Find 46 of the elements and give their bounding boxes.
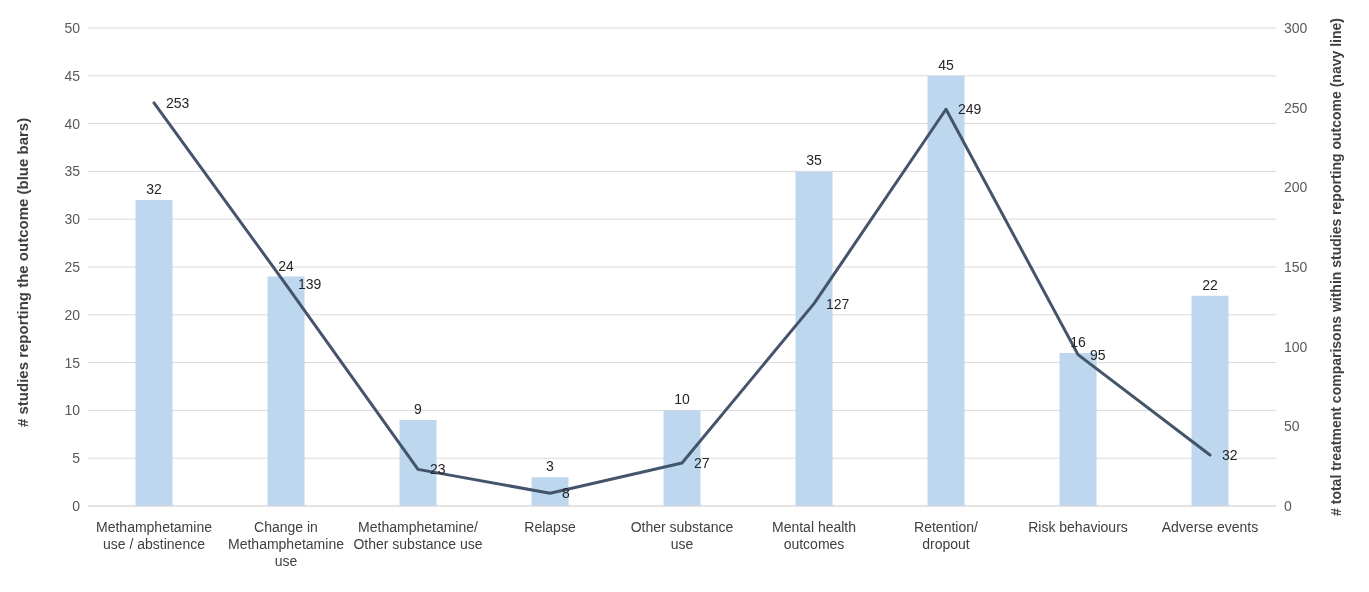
x-tick-label: Risk behaviours [1028,519,1128,535]
y2-tick-label: 250 [1284,99,1308,116]
data-label: 27 [694,454,710,471]
data-label: 253 [166,94,190,111]
data-label: 3 [546,458,555,475]
data-label: 35 [806,152,823,169]
x-tick-label: Retention/ dropout [914,519,979,552]
y-tick-label: 20 [64,306,81,323]
x-tick-label: Adverse events [1161,519,1259,535]
y2-tick-label: 50 [1284,418,1300,435]
data-label: 95 [1090,346,1106,363]
data-label: 45 [938,56,955,73]
data-label: 32 [1222,446,1238,463]
data-label: 9 [414,400,423,417]
y-tick-label: 0 [72,497,81,514]
data-label: 24 [278,257,295,274]
x-tick-label: Other substance use [630,519,734,552]
x-tick-label: Change in Methamphetamine use [228,519,345,569]
y2-tick-label: 300 [1284,19,1308,36]
data-label: 10 [674,391,691,408]
y2-tick-label: 100 [1284,338,1308,355]
y-tick-label: 10 [64,402,81,419]
y2-tick-label: 0 [1284,497,1292,514]
y-tick-label: 35 [64,163,81,180]
y-tick-label: 45 [64,67,81,84]
y-tick-label: 50 [64,19,81,36]
y-tick-label: 15 [64,354,81,371]
data-label: 127 [826,295,850,312]
x-tick-label: Relapse [524,519,576,535]
bar [135,200,173,506]
y2-tick-label: 200 [1284,179,1308,196]
y-axis-title: # studies reporting the outcome (blue bars) [14,117,32,427]
data-label: 22 [1202,276,1219,293]
data-label: 32 [146,181,163,198]
x-tick-label: Methamphetamine/ Other substance use [353,519,483,552]
y-tick-label: 40 [64,115,81,132]
data-label: 249 [958,101,982,118]
data-label: 16 [1070,334,1087,351]
y2-tick-label: 150 [1284,258,1308,275]
y-tick-label: 5 [72,450,81,467]
x-tick-label: Mental health outcomes [771,519,857,552]
y-tick-label: 25 [64,258,81,275]
y-tick-label: 30 [64,211,81,228]
y2-axis-title: # total treatment comparisons within studies reporting outcome (navy line) [1328,18,1344,516]
data-label: 139 [298,276,322,293]
x-tick-label: Methamphetamine use / abstinence [96,519,213,552]
